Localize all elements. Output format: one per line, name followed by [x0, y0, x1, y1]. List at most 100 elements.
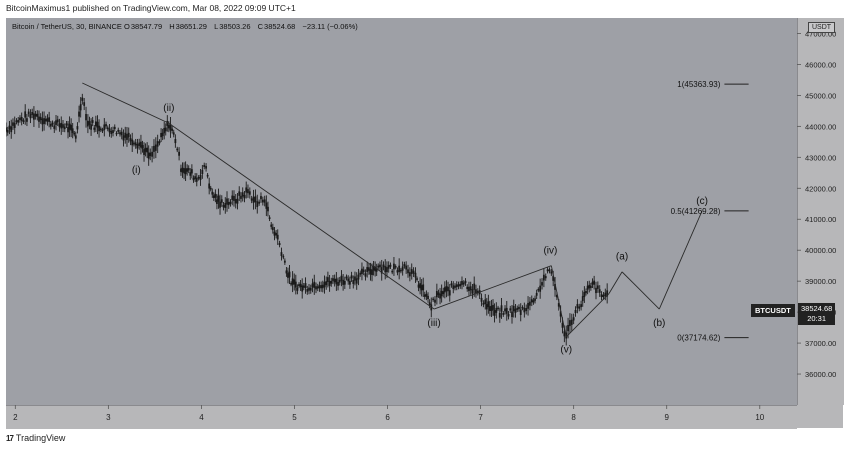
wave-label: (iv) — [543, 245, 557, 256]
candle-body — [260, 196, 262, 200]
candle-body — [34, 113, 37, 117]
wave-label: (c) — [696, 196, 708, 207]
x-tick-label: 7 — [478, 413, 483, 422]
candle-body — [93, 127, 96, 130]
wave-label: (iii) — [427, 318, 440, 329]
candle-body — [131, 139, 134, 146]
candle-countdown: 20:31 — [807, 314, 827, 323]
candle-body — [73, 132, 76, 135]
candle-body — [379, 264, 381, 268]
candle-body — [299, 283, 302, 288]
candle-body — [247, 189, 249, 194]
candle-body — [65, 123, 68, 126]
plot-area[interactable] — [6, 18, 797, 405]
candle-body — [10, 126, 13, 133]
candle-body — [90, 124, 92, 130]
ohlc-header: Bitcoin / TetherUS, 30, BINANCE O38547.7… — [12, 22, 358, 31]
candle-body — [425, 293, 428, 297]
candle-body — [293, 279, 296, 285]
candle-body — [602, 294, 605, 298]
candle-body — [88, 121, 91, 125]
candle-body — [105, 124, 107, 127]
price-axis[interactable] — [797, 18, 844, 405]
candle-body — [184, 168, 187, 175]
candle-body — [283, 260, 286, 263]
candle-body — [71, 128, 74, 133]
candle-body — [153, 145, 155, 152]
candle-body — [22, 120, 25, 122]
candle-body — [268, 217, 271, 220]
candle-body — [408, 272, 411, 277]
candle-body — [315, 286, 317, 290]
candle-body — [201, 169, 204, 174]
candle-body — [588, 284, 591, 289]
candle-body — [110, 130, 113, 135]
candle-body — [435, 290, 438, 298]
candle-body — [569, 320, 571, 327]
candle-body — [427, 295, 429, 300]
candle-body — [542, 274, 545, 281]
candle-body — [174, 139, 177, 144]
candle-body — [219, 201, 221, 208]
candle-body — [366, 267, 369, 272]
chart-area[interactable]: 36000.0037000.0038000.0039000.0040000.00… — [6, 18, 844, 429]
fib-level-label: 0(37174.62) — [677, 334, 720, 343]
candle-body — [176, 148, 179, 151]
candle-body — [457, 284, 460, 287]
candle-body — [226, 198, 228, 205]
candle-body — [519, 309, 522, 315]
candle-body — [485, 304, 488, 310]
candle-body — [190, 169, 193, 174]
tradingview-footer[interactable]: 17 TradingView — [6, 433, 65, 443]
y-tick-label: 42000.00 — [805, 184, 836, 193]
candle-body — [330, 280, 333, 284]
currency-badge[interactable]: USDT — [808, 22, 836, 33]
candle-body — [194, 176, 197, 179]
candle-body — [589, 285, 592, 289]
candle-body — [574, 309, 577, 314]
candle-body — [231, 195, 234, 201]
candle-body — [149, 152, 152, 157]
candle-body — [391, 270, 394, 273]
candle-body — [147, 152, 150, 159]
candle-body — [509, 308, 512, 311]
candle-body — [144, 147, 147, 152]
candle-body — [44, 118, 47, 122]
candle-body — [301, 285, 304, 292]
candle-body — [127, 132, 130, 138]
candle-body — [6, 129, 9, 133]
candle-body — [502, 313, 505, 315]
candle-body — [238, 191, 241, 196]
candle-body — [487, 301, 490, 308]
candle-body — [270, 224, 273, 227]
candle-body — [192, 177, 195, 181]
candle-body — [309, 287, 312, 291]
price-chart-svg[interactable]: 36000.0037000.0038000.0039000.0040000.00… — [6, 18, 843, 428]
candle-body — [512, 305, 515, 312]
candle-body — [180, 168, 182, 172]
candle-body — [403, 264, 406, 267]
candle-body — [396, 270, 399, 273]
candle-body — [447, 286, 449, 292]
candle-body — [24, 111, 27, 118]
candle-body — [271, 227, 274, 231]
x-tick-label: 6 — [385, 413, 390, 422]
candle-body — [276, 234, 279, 240]
candle-body — [466, 286, 469, 290]
wave-label: (i) — [132, 165, 141, 176]
candle-body — [401, 266, 404, 271]
x-tick-label: 2 — [13, 413, 18, 422]
candle-body — [530, 299, 533, 303]
candle-body — [557, 303, 560, 307]
candle-body — [328, 280, 331, 286]
candle-body — [428, 302, 431, 306]
time-axis[interactable] — [6, 405, 797, 429]
fib-level-label: 0.5(41269.28) — [671, 207, 721, 216]
candle-body — [81, 97, 84, 101]
candle-body — [113, 126, 116, 130]
fib-level-label: 1(45363.93) — [677, 80, 720, 89]
candle-body — [352, 280, 355, 284]
candle-body — [60, 122, 63, 129]
candle-body — [337, 281, 339, 286]
candle-body — [166, 120, 169, 126]
